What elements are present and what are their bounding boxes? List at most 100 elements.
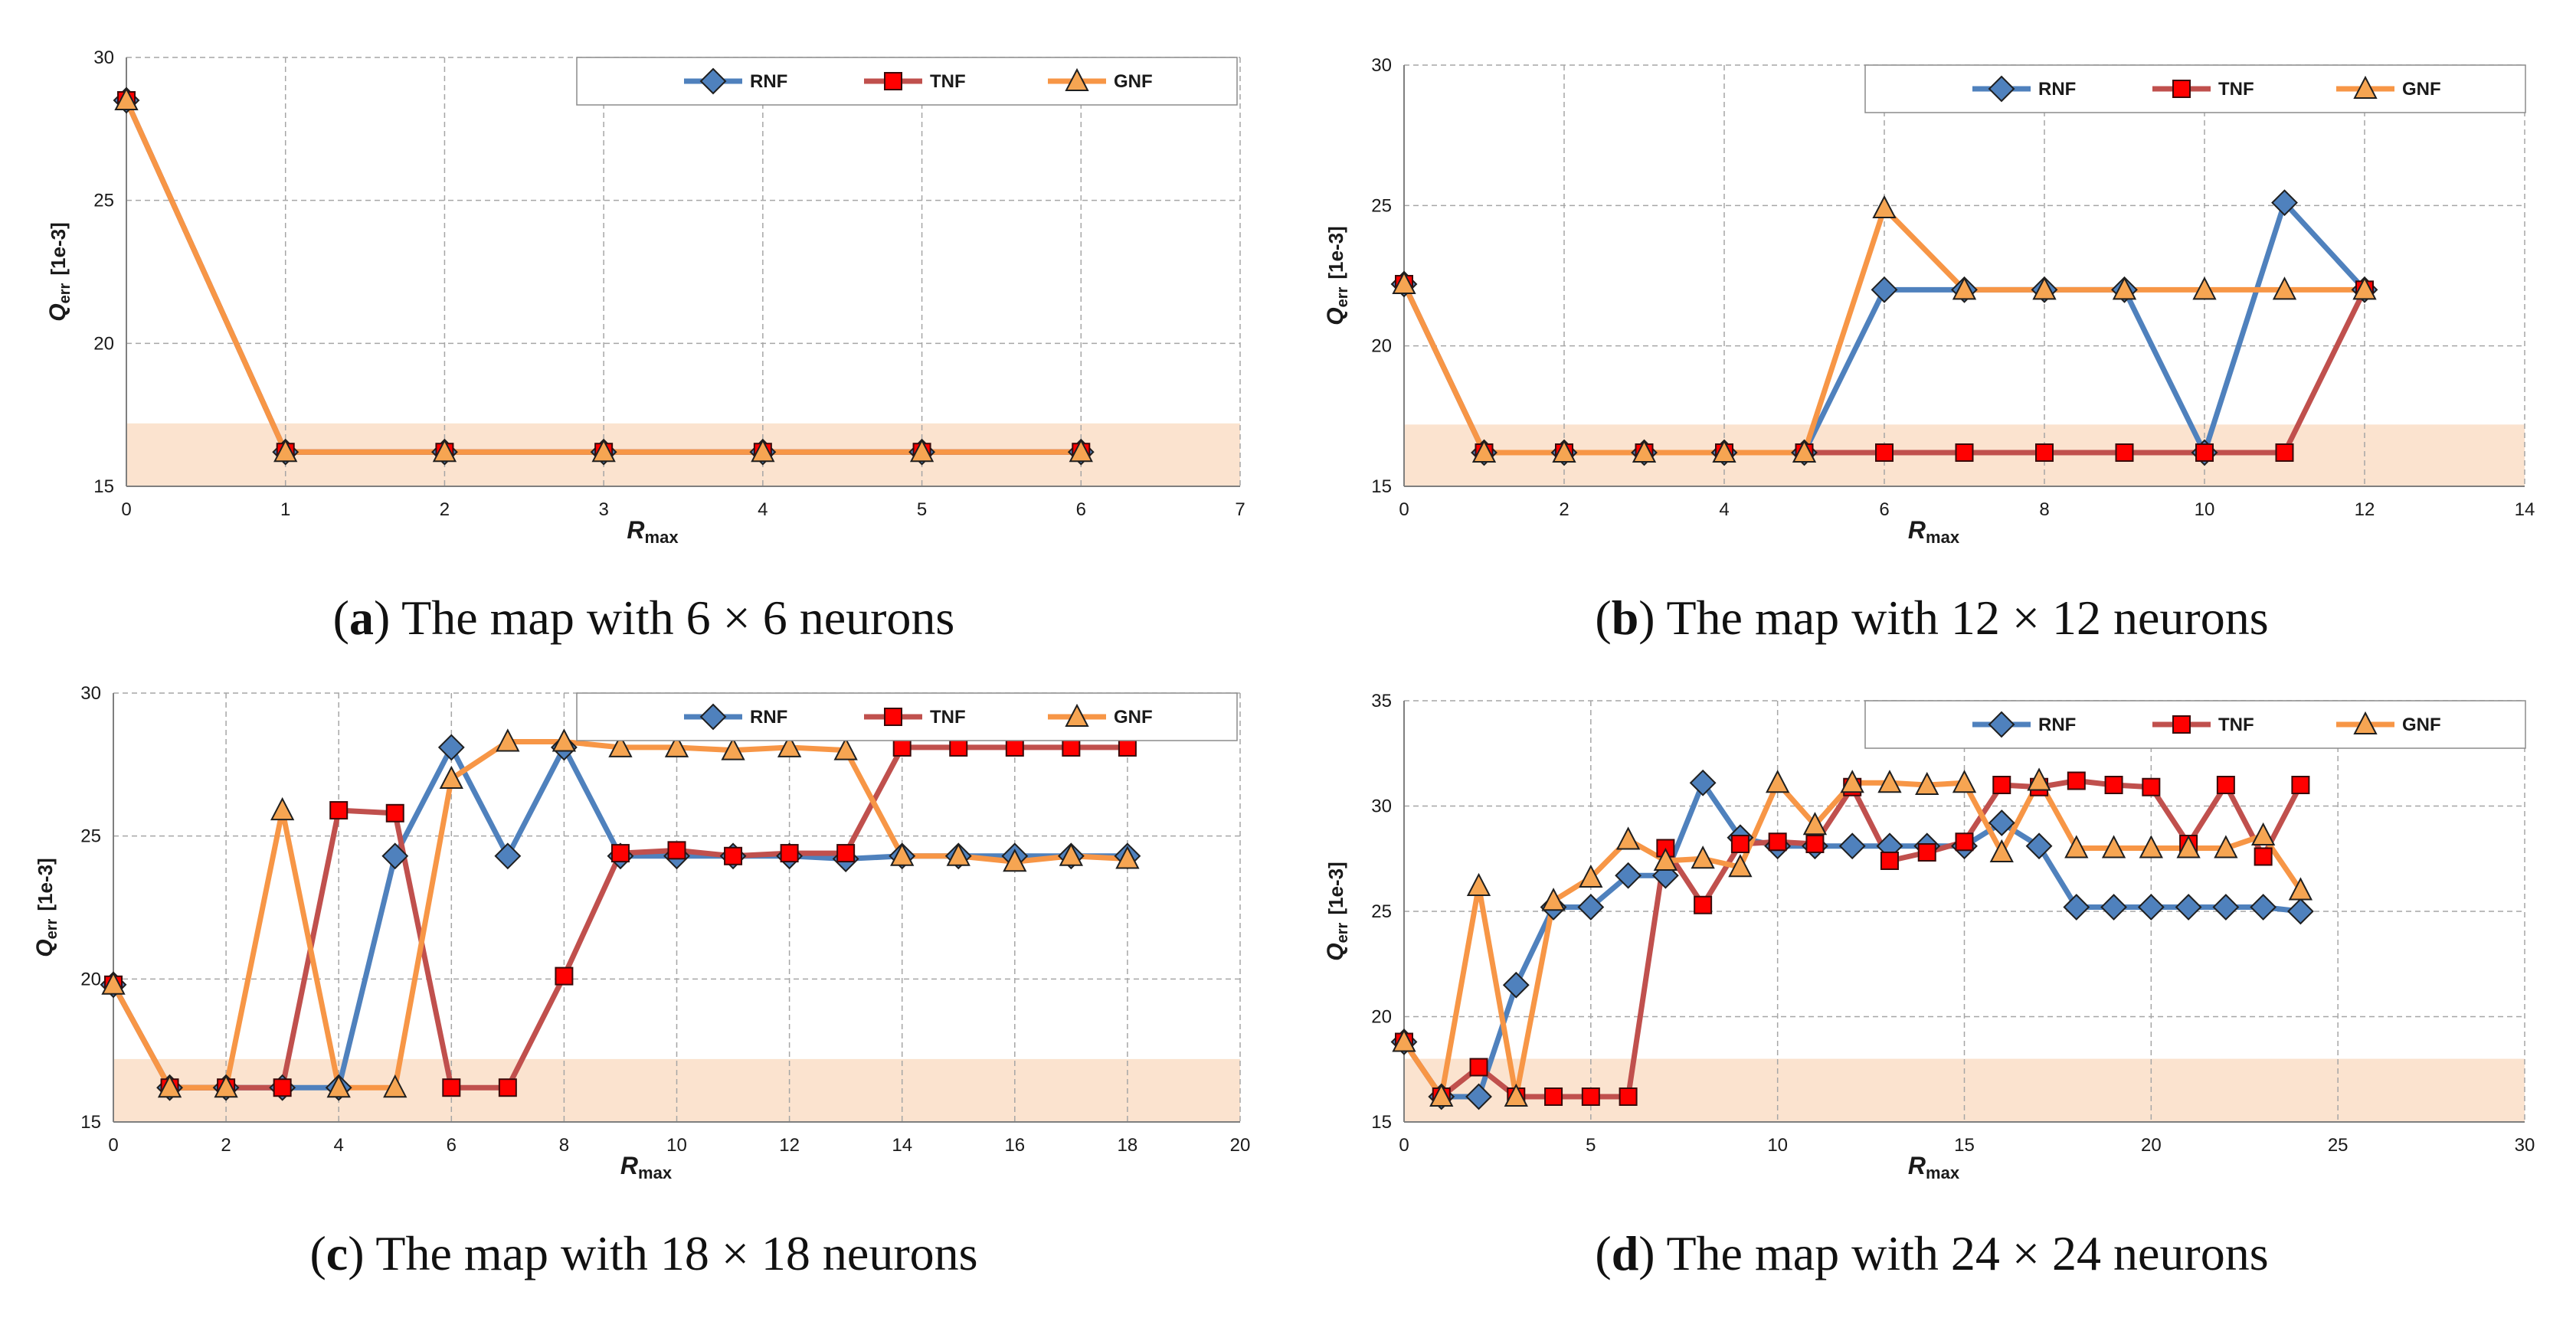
point-tnf (1694, 895, 1713, 914)
legend: RNF TNF GNF (1864, 64, 2526, 113)
point-gnf (2272, 276, 2297, 300)
x-tick-label: 8 (559, 1135, 569, 1156)
point-rnf (1502, 971, 1530, 999)
caption-a: (a) The map with 6 × 6 neurons (332, 590, 955, 645)
point-tnf (780, 844, 799, 863)
point-gnf (2027, 767, 2051, 791)
x-tick-label: 3 (598, 499, 608, 520)
x-tick-label: 6 (447, 1135, 457, 1156)
point-gnf (496, 728, 520, 752)
point-gnf (157, 1074, 182, 1098)
point-gnf (439, 765, 463, 789)
x-tick-label: 5 (1586, 1135, 1596, 1156)
point-rnf (2100, 894, 2127, 921)
point-tnf (2216, 776, 2235, 794)
point-gnf (890, 842, 915, 866)
x-tick-label: 8 (2039, 499, 2049, 520)
legend-marker-gnf (1065, 67, 1089, 91)
x-tick-label: 4 (334, 1135, 344, 1156)
legend-label-tnf: TNF (930, 707, 966, 728)
point-rnf (2175, 894, 2202, 921)
point-tnf (2035, 443, 2054, 462)
x-axis-label: Rmax (1908, 1152, 1960, 1182)
chart-a: 0 1 2 3 4 5 6 7 15 20 25 30 Rmax Qerr [1e-3] RNF TNF GNF (45, 47, 1245, 547)
point-rnf (1988, 809, 2015, 836)
point-tnf (1992, 776, 2011, 794)
point-gnf (552, 728, 577, 752)
point-gnf (1872, 195, 1897, 218)
y-tick-label: 25 (80, 826, 101, 847)
x-tick-label: 0 (1399, 499, 1409, 520)
y-tick-label: 35 (1371, 691, 1392, 711)
point-tnf (442, 1078, 461, 1097)
chart-c: 0 2 4 6 8 10 12 14 16 18 20 15 20 25 30 Rmax Qerr [1e-3] R… (32, 683, 1250, 1182)
y-tick-label: 25 (1371, 901, 1392, 922)
point-rnf (1465, 1083, 1492, 1110)
legend-marker-tnf (884, 72, 902, 90)
y-axis-label-unit: [1e-3] (47, 222, 70, 275)
point-rnf (2212, 894, 2240, 921)
x-axis-label-subscript: max (645, 528, 679, 547)
legend-label-rnf: RNF (2038, 79, 2076, 100)
series-line-rnf (110, 744, 1131, 1091)
point-tnf (1062, 737, 1081, 757)
point-gnf (1792, 439, 1817, 463)
legend: RNF TNF GNF (576, 692, 1238, 741)
x-tick-label: 0 (121, 499, 131, 520)
point-tnf (1875, 443, 1894, 462)
point-gnf (1069, 439, 1093, 463)
caption-d: (d) The map with 24 × 24 neurons (1595, 1226, 2269, 1280)
point-gnf (1632, 439, 1657, 463)
point-tnf (2291, 776, 2310, 794)
point-gnf (2139, 835, 2163, 858)
legend-marker-gnf (2353, 75, 2378, 99)
point-rnf (381, 842, 409, 870)
point-tnf (836, 844, 856, 863)
point-gnf (1615, 826, 1641, 850)
point-tnf (2195, 443, 2214, 462)
point-tnf (1768, 832, 1787, 852)
point-gnf (608, 734, 633, 757)
x-tick-label: 1 (280, 499, 290, 520)
x-tick-label: 0 (1399, 1135, 1409, 1156)
y-tick-label: 20 (93, 333, 114, 354)
point-tnf (1805, 835, 1825, 853)
y-axis-label-subscript: err (57, 283, 74, 303)
legend-marker-tnf (884, 708, 902, 726)
point-tnf (1619, 1087, 1638, 1106)
x-tick-label: 14 (892, 1135, 912, 1156)
y-tick-label: 30 (1371, 796, 1392, 817)
point-gnf (1691, 845, 1715, 869)
x-tick-label: 20 (1230, 1135, 1251, 1156)
point-gnf (1471, 439, 1497, 463)
point-rnf (1838, 832, 1866, 860)
y-axis-label: Qerr [1e-3] (32, 858, 61, 957)
legend-marker-rnf (699, 703, 727, 731)
x-tick-label: 30 (2515, 1135, 2535, 1156)
point-tnf (1880, 852, 1899, 870)
point-rnf (1871, 276, 1898, 303)
point-tnf (1469, 1058, 1488, 1077)
point-tnf (2067, 771, 2086, 790)
series-line-gnf (110, 738, 1131, 1091)
x-tick-label: 25 (2328, 1135, 2349, 1156)
point-gnf (591, 439, 616, 463)
legend-label-gnf: GNF (1114, 71, 1153, 92)
point-gnf (1003, 849, 1027, 872)
x-tick-label: 6 (1076, 499, 1086, 520)
point-gnf (1802, 812, 1828, 836)
legend-label-rnf: RNF (750, 707, 787, 728)
legend-marker-rnf (1988, 711, 2015, 738)
x-axis-label: Rmax (1908, 516, 1960, 547)
point-gnf (383, 1074, 408, 1098)
y-tick-label: 30 (1371, 55, 1392, 76)
point-gnf (270, 796, 295, 821)
y-axis-label-unit: [1e-3] (1324, 226, 1347, 279)
point-gnf (2352, 276, 2377, 300)
x-axis-label-subscript: max (1926, 1163, 1960, 1182)
point-gnf (1115, 845, 1140, 869)
y-axis-label-main: Q (1323, 943, 1348, 960)
x-tick-label: 12 (2355, 499, 2375, 520)
point-gnf (101, 971, 126, 995)
point-gnf (909, 439, 934, 463)
